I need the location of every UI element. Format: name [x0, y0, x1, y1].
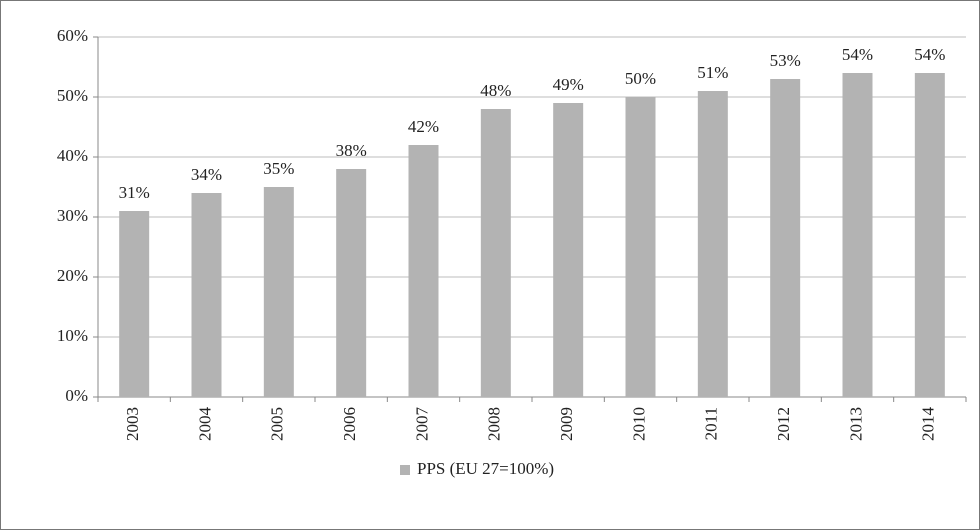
bar: [263, 187, 294, 397]
x-tick-label: 2010: [629, 407, 648, 441]
data-label: 48%: [480, 81, 511, 100]
x-tick-label: 2004: [195, 407, 214, 442]
y-tick-label: 20%: [57, 266, 88, 285]
bar: [770, 79, 801, 397]
x-tick-label: 2011: [702, 407, 721, 440]
y-tick-label: 0%: [65, 386, 88, 405]
data-label: 35%: [263, 159, 294, 178]
x-tick-label: 2003: [123, 407, 142, 441]
data-label: 38%: [336, 141, 367, 160]
bar: [119, 211, 150, 397]
x-tick-label: 2013: [846, 407, 865, 441]
x-tick-label: 2007: [412, 407, 431, 442]
data-label: 50%: [625, 69, 656, 88]
bar: [480, 109, 511, 397]
data-label: 42%: [408, 117, 439, 136]
y-tick-label: 50%: [57, 86, 88, 105]
y-tick-label: 40%: [57, 146, 88, 165]
data-label: 31%: [119, 183, 150, 202]
bar: [336, 169, 367, 397]
legend-swatch: [400, 465, 410, 475]
y-tick-label: 30%: [57, 206, 88, 225]
y-tick-label: 10%: [57, 326, 88, 345]
bar: [191, 193, 222, 397]
data-label: 54%: [842, 45, 873, 64]
data-label: 51%: [697, 63, 728, 82]
legend-label: PPS (EU 27=100%): [417, 459, 554, 478]
bar: [553, 103, 584, 397]
x-tick-label: 2012: [774, 407, 793, 441]
bar: [408, 145, 439, 397]
data-label: 49%: [553, 75, 584, 94]
bar: [697, 91, 728, 397]
bar: [914, 73, 945, 397]
x-tick-label: 2006: [340, 407, 359, 441]
data-label: 54%: [914, 45, 945, 64]
bar: [625, 97, 656, 397]
bar: [842, 73, 873, 397]
data-label: 34%: [191, 165, 222, 184]
x-tick-label: 2014: [919, 407, 938, 442]
x-tick-label: 2005: [268, 407, 287, 441]
x-tick-label: 2008: [485, 407, 504, 441]
y-tick-label: 60%: [57, 26, 88, 45]
data-label: 53%: [770, 51, 801, 70]
x-tick-label: 2009: [557, 407, 576, 441]
